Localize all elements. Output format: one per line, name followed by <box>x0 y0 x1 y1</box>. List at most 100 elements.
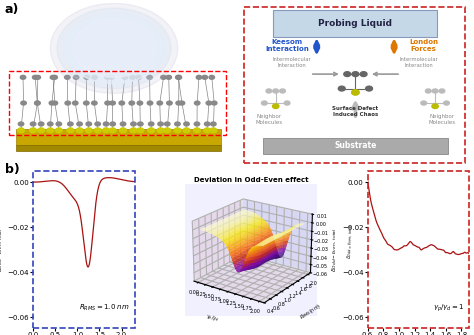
Circle shape <box>164 122 170 126</box>
Circle shape <box>52 101 58 105</box>
Title: Deviation in Odd-Even effect: Deviation in Odd-Even effect <box>194 177 309 183</box>
Text: $R_{RMS} = 1.0\ nm$: $R_{RMS} = 1.0\ nm$ <box>79 303 130 313</box>
Circle shape <box>105 101 110 105</box>
Circle shape <box>365 86 373 91</box>
Bar <box>33 171 135 328</box>
Circle shape <box>147 75 152 79</box>
Circle shape <box>76 128 83 133</box>
Y-axis label: $R_{RMS}(nm)$: $R_{RMS}(nm)$ <box>298 301 323 322</box>
Circle shape <box>262 101 267 105</box>
Circle shape <box>273 89 279 93</box>
Circle shape <box>50 75 56 79</box>
Circle shape <box>21 101 27 105</box>
Circle shape <box>109 128 116 133</box>
Circle shape <box>175 122 180 126</box>
Circle shape <box>122 75 128 79</box>
Circle shape <box>57 8 171 88</box>
Circle shape <box>35 101 40 105</box>
Circle shape <box>94 128 101 133</box>
Circle shape <box>67 128 74 133</box>
Text: a): a) <box>5 3 19 16</box>
Circle shape <box>167 101 172 105</box>
Text: Keesom
Interaction: Keesom Interaction <box>265 40 309 53</box>
Circle shape <box>92 75 97 79</box>
Circle shape <box>30 128 36 133</box>
Circle shape <box>432 89 438 93</box>
Circle shape <box>432 104 438 109</box>
Circle shape <box>50 3 178 93</box>
Circle shape <box>47 128 54 133</box>
Circle shape <box>161 75 166 79</box>
Circle shape <box>273 104 279 109</box>
Circle shape <box>426 89 431 93</box>
Circle shape <box>77 122 82 126</box>
X-axis label: $\gamma_p/\gamma_d$: $\gamma_p/\gamma_d$ <box>204 313 220 326</box>
Circle shape <box>52 75 57 79</box>
Text: Probing Liquid: Probing Liquid <box>319 19 392 28</box>
Circle shape <box>73 75 79 79</box>
Circle shape <box>211 101 217 105</box>
Circle shape <box>83 101 89 105</box>
Circle shape <box>439 89 445 93</box>
Circle shape <box>129 101 135 105</box>
Circle shape <box>65 101 71 105</box>
Circle shape <box>131 122 136 126</box>
Circle shape <box>110 101 115 105</box>
Text: Surface Defect
Induced Chaos: Surface Defect Induced Chaos <box>332 107 378 117</box>
Circle shape <box>35 101 40 105</box>
Bar <box>9 71 226 135</box>
Y-axis label: $\delta_{Odd-Even,\ total}$: $\delta_{Odd-Even,\ total}$ <box>331 227 339 272</box>
Circle shape <box>196 75 202 79</box>
Circle shape <box>64 13 164 84</box>
Circle shape <box>194 122 200 126</box>
Circle shape <box>64 75 70 79</box>
Circle shape <box>64 13 164 84</box>
Circle shape <box>158 122 164 126</box>
Circle shape <box>137 128 144 133</box>
Circle shape <box>55 128 62 133</box>
Circle shape <box>204 128 210 133</box>
Circle shape <box>193 128 201 133</box>
Circle shape <box>130 128 137 133</box>
Text: Intermolecular
Interaction: Intermolecular Interaction <box>400 57 438 68</box>
Circle shape <box>360 72 367 76</box>
Circle shape <box>105 75 110 79</box>
Circle shape <box>183 128 190 133</box>
Circle shape <box>266 89 272 93</box>
Circle shape <box>194 101 200 105</box>
Circle shape <box>157 101 163 105</box>
Circle shape <box>174 128 181 133</box>
Circle shape <box>175 75 181 79</box>
Circle shape <box>120 122 126 126</box>
Circle shape <box>73 101 78 105</box>
Text: Neighbor
Molecules: Neighbor Molecules <box>428 114 456 125</box>
Circle shape <box>109 75 114 79</box>
Circle shape <box>209 75 215 79</box>
Circle shape <box>284 101 290 105</box>
Circle shape <box>103 122 109 126</box>
Circle shape <box>338 86 345 91</box>
FancyBboxPatch shape <box>273 10 438 37</box>
Polygon shape <box>16 129 221 145</box>
Circle shape <box>148 122 154 126</box>
Circle shape <box>184 122 189 126</box>
Circle shape <box>204 122 210 126</box>
Circle shape <box>157 128 164 133</box>
Text: Intermolecular
Interaction: Intermolecular Interaction <box>272 57 311 68</box>
Text: b): b) <box>5 163 19 176</box>
Circle shape <box>91 101 97 105</box>
Circle shape <box>68 122 73 126</box>
Circle shape <box>176 101 182 105</box>
Circle shape <box>18 122 24 126</box>
Circle shape <box>119 128 127 133</box>
Circle shape <box>103 128 109 133</box>
Circle shape <box>148 128 155 133</box>
Circle shape <box>352 90 359 95</box>
Text: Neighbor
Molecules: Neighbor Molecules <box>255 114 283 125</box>
Circle shape <box>95 122 100 126</box>
FancyBboxPatch shape <box>263 138 447 154</box>
Circle shape <box>110 122 116 126</box>
Circle shape <box>73 19 155 77</box>
Circle shape <box>35 75 40 79</box>
Text: London
Forces: London Forces <box>409 40 438 53</box>
